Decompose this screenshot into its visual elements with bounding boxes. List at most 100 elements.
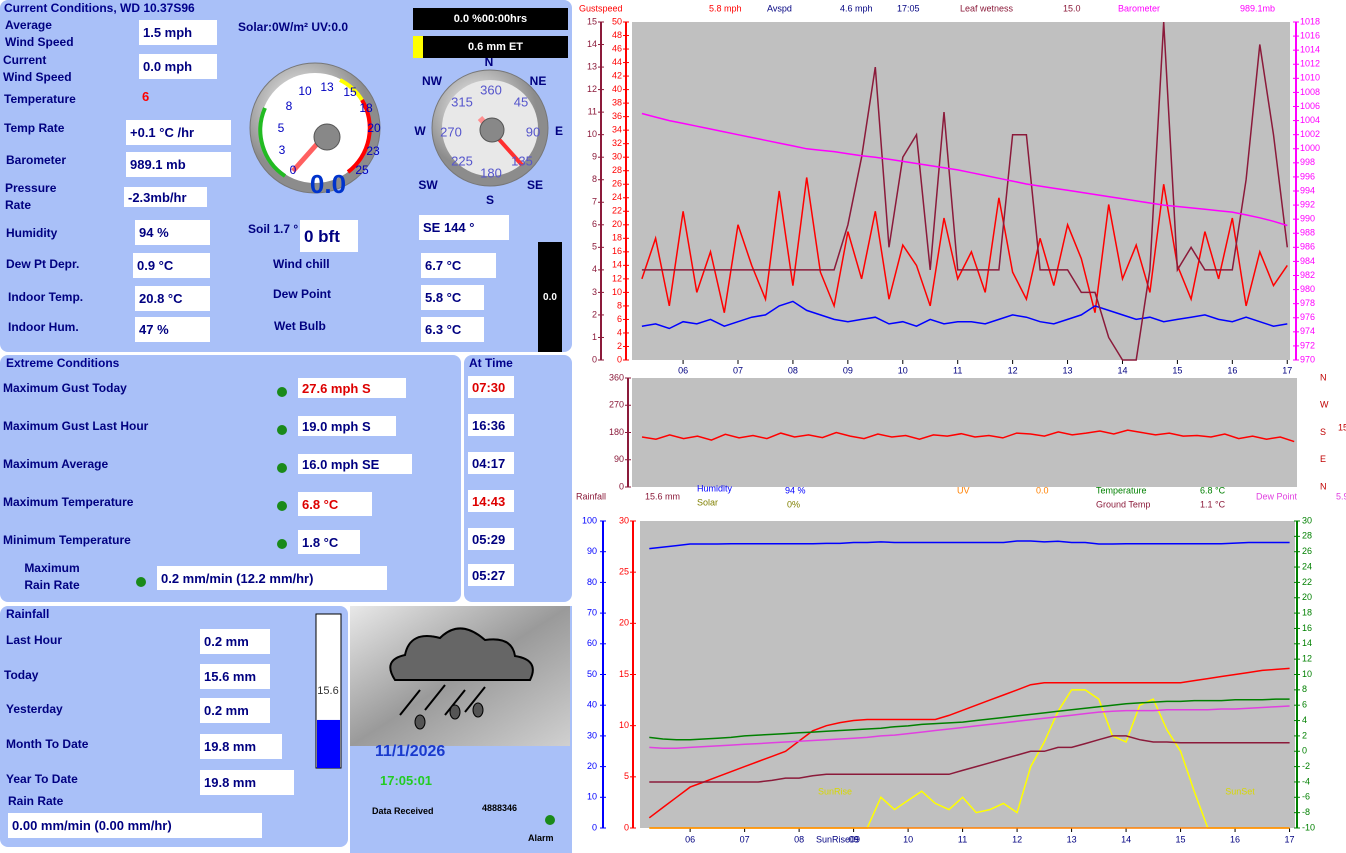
- data-received: 4888346: [482, 803, 518, 813]
- y-tick-label: 50: [587, 669, 597, 679]
- y-tick-label: 48: [612, 30, 622, 40]
- plot-area: [640, 521, 1295, 828]
- y-tick-label: 80: [587, 577, 597, 587]
- y-tick-label: 90: [587, 546, 597, 556]
- y-tick-label: N: [1320, 372, 1327, 382]
- legend-name: Avspd: [767, 3, 792, 13]
- legend-value: 1.1 °C: [1200, 499, 1226, 509]
- row-value: -2.3mb/hr: [124, 187, 207, 207]
- y-tick-label: 10: [1302, 669, 1312, 679]
- x-tick-label: 13: [1067, 834, 1077, 844]
- row-label: Temperature: [4, 92, 76, 106]
- y-tick-label: 40: [612, 84, 622, 94]
- y-tick-label: 1002: [1300, 129, 1320, 139]
- y-tick-label: 1008: [1300, 87, 1320, 97]
- row-label: Maximum Gust Last Hour: [3, 419, 149, 433]
- compass-degree: 135: [511, 153, 533, 168]
- rain-level: [317, 719, 340, 768]
- series-line: [649, 705, 1290, 749]
- gauge-tick: 0: [290, 163, 297, 177]
- row-value: 5.8 °C: [421, 285, 484, 310]
- compass-point: NE: [530, 74, 547, 88]
- legend-value: 0.0: [1036, 485, 1049, 495]
- row-label: Month To Date: [6, 737, 89, 751]
- y-tick-label: 1: [592, 332, 597, 342]
- y-tick-label: N: [1320, 481, 1327, 491]
- row-value: 6.8 °C: [298, 492, 372, 516]
- legend-name: Humidity: [697, 483, 733, 493]
- compass-degree: 45: [514, 94, 528, 109]
- legend-value: 989.1mb: [1240, 3, 1275, 13]
- row-label: Maximum Gust Today: [3, 381, 127, 395]
- row-value: 20.8 °C: [135, 286, 210, 311]
- legend-name: Ground Temp: [1096, 499, 1150, 509]
- plot-area: [632, 378, 1297, 487]
- y-tick-label: 6: [592, 219, 597, 229]
- compass-degree: 270: [440, 124, 462, 139]
- y-tick-label: 42: [612, 70, 622, 80]
- y-tick-label: 976: [1300, 312, 1315, 322]
- row-value: 6: [142, 88, 150, 104]
- y-tick-label: 16: [1302, 623, 1312, 633]
- y-tick-label: 0: [617, 354, 622, 364]
- y-tick-label: 1004: [1300, 115, 1320, 125]
- compass-point: E: [555, 124, 563, 138]
- speed-gauge: [249, 62, 381, 194]
- y-tick-label: 24: [612, 192, 622, 202]
- led: [277, 425, 287, 435]
- legend-value: 94 %: [785, 485, 806, 495]
- level-value: 0.0: [543, 292, 557, 303]
- row-value: 16.0 mph SE: [298, 454, 412, 474]
- legend-name: Leaf wetness: [960, 3, 1014, 13]
- y-tick-label: 1018: [1300, 16, 1320, 26]
- time: 17:05:01: [380, 773, 433, 788]
- y-tick-label: 3: [592, 287, 597, 297]
- level-bar: [538, 242, 562, 352]
- annotation: SunRise: [818, 786, 852, 796]
- x-tick-label: 11: [953, 365, 962, 375]
- y-tick-label: 360: [609, 372, 624, 382]
- compass-degree: 90: [526, 124, 540, 139]
- y-tick-label: 990: [1300, 214, 1315, 224]
- y-tick-label: 12: [612, 273, 622, 283]
- y-tick-label: 44: [612, 57, 622, 67]
- row-value: 6.7 °C: [421, 253, 496, 278]
- legend-value: 6.8 °C: [1200, 485, 1226, 495]
- row-label: Dew Point: [273, 287, 332, 301]
- row-value: 0.2 mm: [200, 629, 270, 654]
- y-tick-label: S: [1320, 427, 1326, 437]
- gauge-tick: 10: [298, 84, 312, 98]
- y-tick-label: 4: [1302, 715, 1307, 725]
- y-tick-label: E: [1320, 454, 1326, 464]
- y-tick-label: 974: [1300, 326, 1315, 336]
- y-tick-label: 20: [612, 219, 622, 229]
- row-value: 6.3 °C: [421, 317, 484, 342]
- legend-name: Rainfall: [576, 491, 606, 501]
- row-value: 19.8 mm: [200, 770, 294, 795]
- y-tick-label: 2: [1302, 730, 1307, 740]
- y-tick-label: 6: [1302, 700, 1307, 710]
- legend-name: UV: [957, 485, 970, 495]
- y-tick-label: 986: [1300, 242, 1315, 252]
- series-line: [641, 429, 1295, 443]
- x-tick-label: 08: [794, 834, 804, 844]
- legend-name: Temperature: [1096, 485, 1147, 495]
- legend-name: Gustspeed: [579, 3, 623, 13]
- y-tick-label: 2: [617, 341, 622, 351]
- y-tick-label: 10: [612, 287, 622, 297]
- gauge-tick: 15: [343, 85, 357, 99]
- y-tick-label: 994: [1300, 185, 1315, 195]
- x-tick-label: 15: [1176, 834, 1186, 844]
- series-line: [641, 177, 1288, 313]
- y-tick-label: 980: [1300, 284, 1315, 294]
- y-tick-label: 0: [619, 481, 624, 491]
- led: [136, 577, 146, 587]
- y-tick-label: 28: [612, 165, 622, 175]
- y-tick-label: 180: [609, 427, 624, 437]
- beaufort: 0 bft: [300, 220, 358, 252]
- annotation: SunRise09: [816, 834, 860, 844]
- x-tick-label: 13: [1063, 365, 1073, 375]
- row-label: Current Wind Speed: [3, 53, 72, 84]
